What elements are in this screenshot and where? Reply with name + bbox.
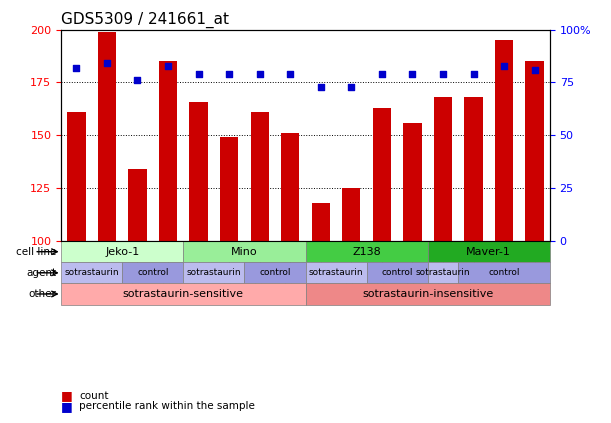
Point (163, 62, 173, 69)
FancyBboxPatch shape (306, 262, 367, 283)
Point (71, 64, 81, 71)
Text: Jeko-1: Jeko-1 (105, 247, 139, 257)
FancyBboxPatch shape (306, 241, 428, 262)
Text: sotrastaurin-sensitive: sotrastaurin-sensitive (123, 289, 244, 299)
Text: control: control (137, 268, 169, 277)
FancyBboxPatch shape (61, 262, 122, 283)
FancyBboxPatch shape (122, 262, 183, 283)
FancyBboxPatch shape (61, 283, 306, 305)
Bar (342, 188, 360, 241)
Text: ■: ■ (61, 400, 73, 412)
Text: sotrastaurin: sotrastaurin (309, 268, 364, 277)
Point (469, 71, 478, 77)
Bar (495, 40, 513, 241)
Text: percentile rank within the sample: percentile rank within the sample (79, 401, 255, 411)
Bar (220, 137, 238, 241)
Point (133, 77, 142, 84)
Point (438, 71, 448, 77)
Bar (312, 203, 330, 241)
FancyBboxPatch shape (183, 262, 244, 283)
FancyBboxPatch shape (428, 241, 550, 262)
FancyBboxPatch shape (244, 262, 306, 283)
Point (499, 62, 509, 69)
FancyBboxPatch shape (183, 241, 306, 262)
Text: ■: ■ (61, 389, 73, 402)
Text: Maver-1: Maver-1 (466, 247, 511, 257)
Bar (251, 112, 269, 241)
Text: other: other (28, 289, 56, 299)
Text: Z138: Z138 (352, 247, 381, 257)
Point (346, 83, 356, 90)
FancyBboxPatch shape (367, 262, 428, 283)
FancyBboxPatch shape (61, 241, 183, 262)
Point (255, 71, 265, 77)
Bar (159, 61, 177, 241)
Text: cell line: cell line (16, 247, 56, 257)
Point (224, 71, 234, 77)
Text: sotrastaurin: sotrastaurin (415, 268, 470, 277)
Point (285, 71, 295, 77)
Text: sotrastaurin: sotrastaurin (64, 268, 119, 277)
Point (316, 83, 326, 90)
Text: sotrastaurin: sotrastaurin (186, 268, 241, 277)
Bar (128, 169, 147, 241)
FancyBboxPatch shape (428, 262, 458, 283)
Text: count: count (79, 390, 109, 401)
Text: control: control (259, 268, 291, 277)
Text: agent: agent (26, 268, 56, 278)
Bar (434, 97, 452, 241)
Bar (403, 123, 422, 241)
Text: Mino: Mino (231, 247, 258, 257)
FancyBboxPatch shape (458, 262, 550, 283)
Text: GDS5309 / 241661_at: GDS5309 / 241661_at (61, 12, 229, 28)
Bar (189, 102, 208, 241)
Point (194, 71, 203, 77)
Bar (464, 97, 483, 241)
Bar (67, 112, 86, 241)
Bar (525, 61, 544, 241)
Bar (281, 133, 299, 241)
Bar (373, 108, 391, 241)
Point (102, 60, 112, 67)
FancyBboxPatch shape (306, 283, 550, 305)
Point (377, 71, 387, 77)
Text: control: control (381, 268, 413, 277)
Point (530, 66, 540, 73)
Bar (98, 32, 116, 241)
Point (408, 71, 417, 77)
Text: sotrastaurin-insensitive: sotrastaurin-insensitive (362, 289, 493, 299)
Text: control: control (488, 268, 520, 277)
